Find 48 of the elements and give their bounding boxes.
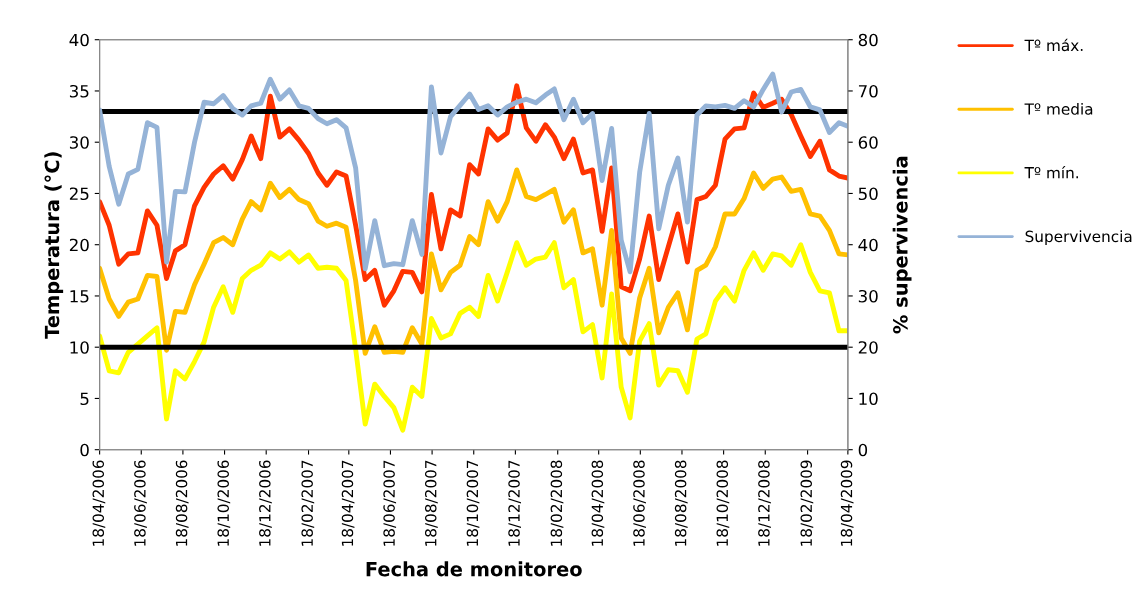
- x-tick-label: 18/02/2009: [800, 460, 814, 546]
- x-tick-label: 18/04/2008: [591, 460, 605, 546]
- x-tick-label: 18/02/2007: [301, 460, 315, 546]
- line-series: [99, 71, 848, 275]
- x-tick-label: 18/02/2008: [550, 460, 564, 546]
- y2-tick-label: 40: [858, 238, 878, 252]
- y-tick-label: 40: [69, 33, 89, 47]
- x-tick-label: 18/10/2008: [716, 460, 730, 546]
- y-tick-label: 30: [69, 136, 89, 149]
- legend-label: Tº media: [1024, 102, 1093, 115]
- y-tick-label: 10: [70, 341, 89, 354]
- y2-tick-label: 20: [858, 341, 878, 354]
- x-tick-label: 18/06/2008: [633, 460, 646, 546]
- legend-label: Tº máx.: [1024, 38, 1083, 52]
- x-tick-label: 18/08/2008: [674, 460, 688, 546]
- y-tick-label: 5: [80, 392, 89, 406]
- x-axis-title: Fecha de monitoreo: [366, 561, 582, 577]
- legend-label: Supervivencia: [1025, 230, 1132, 246]
- y-tick-label: 25: [69, 187, 89, 201]
- x-tick-label: 18/12/2008: [758, 460, 771, 546]
- y2-tick-label: 0: [858, 443, 868, 457]
- y2-tick-label: 70: [858, 84, 878, 98]
- y2-tick-label: 50: [858, 187, 878, 201]
- x-tick-label: 18/10/2006: [217, 460, 231, 546]
- y-tick-label: 35: [69, 84, 89, 98]
- x-tick-label: 18/04/2007: [341, 460, 355, 546]
- x-tick-label: 18/06/2006: [134, 460, 147, 546]
- line-series: [99, 167, 848, 356]
- y-tick-label: 0: [80, 443, 89, 457]
- legend-label: Tº mín.: [1024, 166, 1078, 179]
- y-tick-label: 20: [69, 238, 89, 252]
- x-tick-label: 18/12/2006: [259, 460, 272, 546]
- line-series: [99, 240, 848, 433]
- x-tick-label: 18/08/2006: [175, 460, 189, 546]
- x-tick-label: 18/04/2009: [840, 460, 854, 546]
- y2-tick-label: 60: [858, 136, 878, 149]
- y-axis-title: Temperatura (°C): [44, 152, 64, 339]
- x-tick-label: 18/12/2007: [508, 460, 522, 546]
- y2-tick-label: 30: [858, 289, 878, 303]
- y2-tick-label: 80: [858, 33, 878, 47]
- line-series: [99, 83, 848, 308]
- x-tick-label: 18/08/2007: [424, 460, 438, 546]
- x-tick-label: 18/10/2007: [466, 460, 480, 546]
- y2-tick-label: 10: [859, 392, 878, 406]
- y-tick-label: 15: [70, 290, 89, 303]
- x-tick-label: 18/04/2006: [92, 460, 106, 546]
- x-tick-label: 18/06/2007: [383, 460, 397, 546]
- y2-axis-title: % supervivencia: [892, 156, 912, 334]
